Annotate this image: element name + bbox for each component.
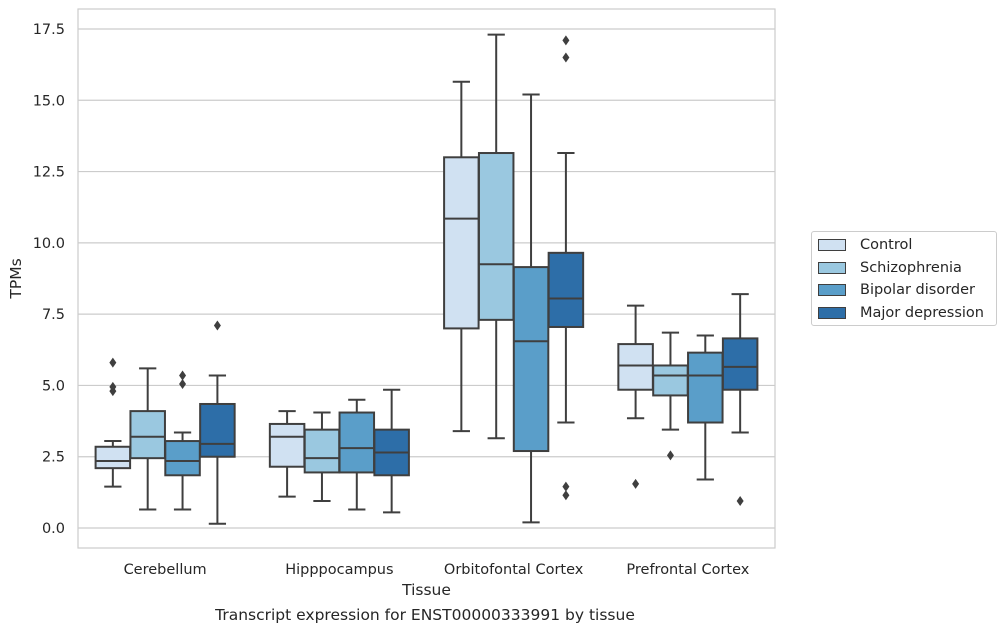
outlier-marker	[179, 379, 187, 390]
x-tick-label: Hipppocampus	[285, 562, 393, 578]
box-schizophrenia-hipppocampus	[303, 411, 341, 502]
box-iqr	[617, 343, 654, 391]
x-tick-label: Orbitofontal Cortex	[444, 562, 584, 578]
box-control-cerebellum	[94, 357, 132, 488]
box-iqr	[338, 411, 376, 474]
box-schizophrenia-cerebellum	[129, 367, 166, 511]
outlier-marker	[666, 450, 674, 461]
series-control	[94, 80, 654, 498]
box-control-prefrontal-cortex	[617, 304, 654, 489]
y-tick-label: 17.5	[33, 22, 65, 38]
box-schizophrenia-prefrontal-cortex	[652, 331, 689, 461]
y-tick-label: 7.5	[42, 307, 65, 323]
series-schizophrenia	[129, 33, 689, 511]
legend-label-control: Control	[860, 237, 913, 253]
box-iqr	[547, 251, 585, 328]
series-major-depression	[199, 35, 759, 525]
box-control-orbitofontal-cortex	[443, 80, 480, 433]
y-tick-label: 10.0	[33, 236, 65, 252]
outlier-marker	[562, 35, 570, 46]
outlier-marker	[213, 320, 221, 331]
plot-area	[77, 8, 776, 549]
box-series	[94, 33, 759, 525]
box-major-depression-orbitofontal-cortex	[547, 35, 585, 501]
box-major-depression-prefrontal-cortex	[721, 293, 759, 506]
legend-item-bipolar-disorder: Bipolar disorder	[818, 280, 975, 300]
y-axis-label: TPMs	[7, 258, 25, 299]
box-iqr	[687, 351, 724, 424]
x-tick-label: Prefrontal Cortex	[626, 562, 749, 578]
box-bipolar-disorder-cerebellum	[164, 370, 201, 511]
outlier-marker	[109, 357, 117, 368]
box-iqr	[477, 152, 515, 321]
legend-item-control: Control	[818, 235, 912, 255]
y-tick-label: 5.0	[42, 378, 65, 394]
y-tick-label: 15.0	[33, 93, 65, 109]
legend-swatch-major-depression	[818, 306, 846, 319]
box-schizophrenia-orbitofontal-cortex	[477, 33, 515, 440]
series-bipolar-disorder	[164, 93, 724, 524]
y-tick-label: 12.5	[33, 165, 65, 181]
box-iqr	[443, 156, 480, 330]
chart-caption: Transcript expression for ENST0000033399…	[215, 606, 635, 624]
box-iqr	[512, 266, 550, 453]
outlier-marker	[179, 370, 187, 381]
outlier-marker	[736, 495, 744, 506]
legend: Control Schizophrenia Bipolar disorder M…	[811, 231, 997, 326]
box-iqr	[721, 337, 759, 391]
box-bipolar-disorder-orbitofontal-cortex	[512, 93, 550, 524]
box-iqr	[129, 410, 166, 460]
box-iqr	[268, 422, 306, 468]
box-iqr	[652, 364, 689, 397]
legend-label-bipolar-disorder: Bipolar disorder	[860, 282, 975, 298]
outlier-marker	[109, 381, 117, 392]
legend-swatch-control	[818, 239, 846, 251]
box-bipolar-disorder-prefrontal-cortex	[687, 334, 724, 481]
box-major-depression-hipppocampus	[373, 388, 410, 514]
x-axis-label: Tissue	[401, 581, 451, 599]
box-bipolar-disorder-hipppocampus	[338, 398, 376, 511]
legend-item-schizophrenia: Schizophrenia	[818, 258, 962, 278]
box-iqr	[303, 428, 341, 474]
y-axis-ticks: 0.0 2.5 5.0 7.5 10.0 12.5 15.0 17.5	[33, 22, 65, 537]
legend-swatch-bipolar-disorder	[818, 284, 846, 296]
y-tick-label: 0.0	[42, 521, 65, 537]
legend-item-major-depression: Major depression	[818, 303, 984, 323]
box-iqr	[164, 440, 201, 477]
outlier-marker	[562, 490, 570, 501]
legend-swatch-schizophrenia	[818, 261, 846, 274]
x-tick-label: Cerebellum	[124, 562, 207, 578]
box-iqr	[199, 402, 236, 458]
outlier-marker	[562, 481, 570, 492]
outlier-marker	[562, 52, 570, 63]
legend-label-major-depression: Major depression	[860, 304, 984, 321]
legend-label-schizophrenia: Schizophrenia	[860, 259, 962, 276]
box-control-hipppocampus	[268, 410, 306, 498]
box-major-depression-cerebellum	[199, 320, 236, 525]
outlier-marker	[632, 478, 640, 489]
box-iqr	[94, 445, 132, 470]
x-axis-ticks: Cerebellum Hipppocampus Orbitofontal Corte…	[124, 562, 750, 578]
y-tick-label: 2.5	[42, 450, 65, 466]
